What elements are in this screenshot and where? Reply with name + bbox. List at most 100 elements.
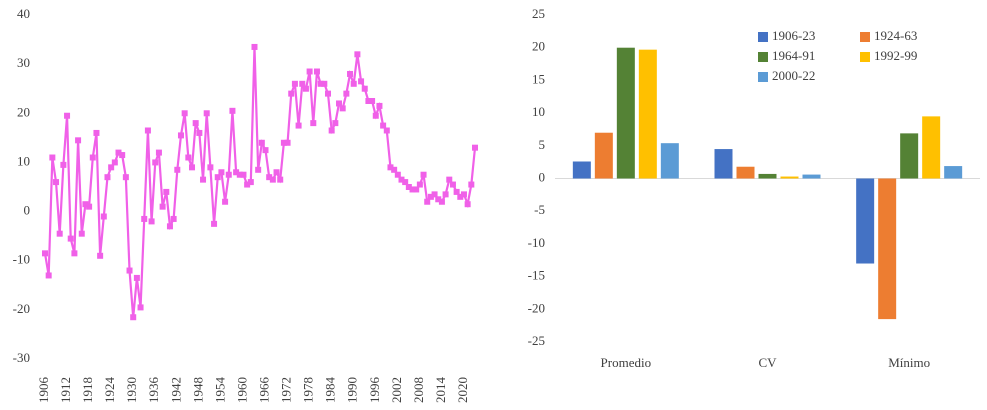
- x-tick-label: Mínimo: [888, 355, 930, 370]
- marker: [372, 112, 379, 119]
- bar: [856, 178, 875, 264]
- bar: [572, 161, 591, 179]
- y-tick-label: 10: [17, 153, 30, 168]
- marker: [255, 166, 262, 173]
- x-tick-label: 1936: [146, 377, 161, 404]
- legend-swatch: [860, 52, 870, 62]
- marker: [306, 68, 313, 75]
- marker: [313, 68, 320, 75]
- y-tick-label: -10: [528, 235, 545, 250]
- x-tick-label: 1942: [168, 377, 183, 403]
- marker: [424, 198, 431, 205]
- marker: [299, 80, 306, 87]
- legend-label: 2000-22: [772, 68, 815, 83]
- marker: [166, 223, 173, 230]
- x-tick-label: 2002: [389, 377, 404, 403]
- marker: [185, 154, 192, 161]
- marker: [416, 181, 423, 188]
- marker: [358, 78, 365, 85]
- legend-swatch: [758, 72, 768, 82]
- y-tick-label: 0: [539, 169, 546, 184]
- bar: [660, 143, 679, 179]
- marker: [89, 154, 96, 161]
- marker: [339, 105, 346, 112]
- y-tick-label: -15: [528, 268, 545, 283]
- marker: [64, 112, 71, 119]
- x-tick-label: 1930: [124, 377, 139, 403]
- y-tick-label: -30: [13, 350, 30, 365]
- marker: [251, 43, 258, 50]
- marker: [446, 176, 453, 183]
- marker: [324, 90, 331, 97]
- bar: [714, 149, 733, 179]
- marker: [332, 120, 339, 127]
- marker: [100, 213, 107, 220]
- marker: [361, 85, 368, 92]
- marker: [42, 250, 48, 257]
- marker: [111, 159, 118, 166]
- marker: [350, 80, 357, 87]
- x-tick-label: 2014: [433, 377, 448, 404]
- marker: [93, 129, 100, 136]
- x-tick-label: 1996: [367, 377, 382, 404]
- x-tick-label: 1918: [80, 377, 95, 403]
- marker: [211, 220, 218, 227]
- marker: [53, 179, 60, 186]
- marker: [291, 80, 298, 87]
- marker: [97, 252, 104, 259]
- marker: [328, 127, 335, 134]
- marker: [200, 176, 207, 183]
- marker: [391, 166, 398, 173]
- marker: [273, 169, 280, 176]
- bar: [944, 166, 963, 179]
- y-tick-label: 10: [532, 104, 545, 119]
- marker: [449, 181, 456, 188]
- marker: [174, 166, 181, 173]
- marker: [369, 98, 376, 104]
- marker: [144, 127, 151, 134]
- x-tick-label: 1972: [279, 377, 294, 403]
- marker: [137, 304, 144, 311]
- marker: [126, 267, 133, 274]
- marker: [45, 272, 52, 279]
- y-tick-label: 0: [24, 203, 31, 218]
- marker: [207, 164, 214, 171]
- marker: [398, 176, 405, 183]
- marker: [380, 122, 387, 129]
- marker: [413, 186, 420, 193]
- bar: [922, 116, 941, 179]
- x-tick-label: 2020: [455, 377, 470, 403]
- marker: [295, 122, 302, 129]
- marker: [336, 100, 343, 107]
- marker: [310, 120, 317, 127]
- marker: [218, 169, 225, 176]
- marker: [343, 90, 350, 97]
- marker: [376, 102, 383, 109]
- legend-swatch: [758, 32, 768, 42]
- marker: [321, 80, 328, 87]
- y-tick-label: 25: [532, 6, 545, 21]
- y-tick-label: 15: [532, 71, 545, 86]
- y-tick-label: -10: [13, 252, 30, 267]
- marker: [214, 174, 221, 181]
- marker: [152, 159, 159, 166]
- legend-label: 1906-23: [772, 28, 815, 43]
- marker: [442, 191, 449, 198]
- x-tick-label: 1948: [190, 377, 205, 403]
- marker: [464, 201, 471, 208]
- marker: [365, 98, 372, 104]
- x-tick-label: 1960: [234, 377, 249, 403]
- bar: [780, 176, 799, 179]
- marker: [402, 179, 409, 186]
- marker: [453, 188, 460, 195]
- legend-label: 1992-99: [874, 48, 917, 63]
- marker: [49, 154, 56, 161]
- x-tick-label: 1984: [323, 377, 338, 404]
- marker: [247, 179, 254, 186]
- marker: [284, 139, 291, 146]
- marker: [75, 137, 82, 144]
- marker: [233, 169, 240, 176]
- marker: [240, 171, 247, 178]
- marker: [122, 174, 129, 181]
- marker: [86, 203, 93, 210]
